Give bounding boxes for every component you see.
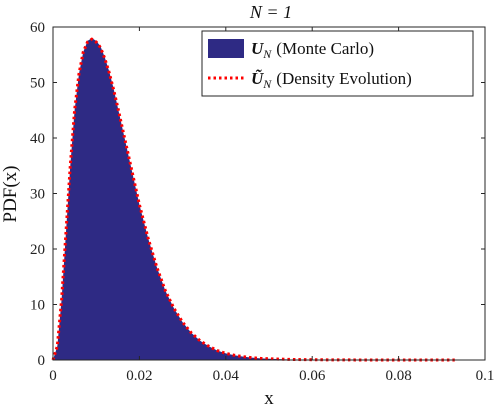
legend-subscript-monte-carlo: N xyxy=(262,47,272,61)
y-tick-label: 0 xyxy=(38,353,46,369)
legend-subscript-density-evolution: N xyxy=(262,77,272,91)
legend-symbol-density-evolution: Ũ xyxy=(251,69,264,88)
chart-title: N = 1 xyxy=(249,2,292,22)
legend: UN (Monte Carlo) ŨN (Density Evolution) xyxy=(201,30,474,97)
legend-entry-density-evolution: ŨN (Density Evolution) xyxy=(251,69,412,91)
y-tick-label: 20 xyxy=(30,242,45,258)
legend-box xyxy=(201,30,474,97)
y-tick-label: 50 xyxy=(30,76,45,92)
legend-label-density-evolution: (Density Evolution) xyxy=(276,69,412,88)
y-tick-label: 40 xyxy=(30,131,45,147)
x-tick-label: 0 xyxy=(49,368,57,384)
x-tick-label: 0.08 xyxy=(385,368,411,384)
x-axis-label: x xyxy=(264,388,274,409)
x-tick-label: 0.02 xyxy=(126,368,152,384)
y-tick-label: 30 xyxy=(30,187,45,203)
legend-symbol-monte-carlo: U xyxy=(251,39,264,58)
y-tick-label: 10 xyxy=(30,298,45,314)
ticks-layer: 0 0.02 0.04 0.06 0.08 0.1 0 10 20 30 40 50 60 xyxy=(30,20,494,384)
x-tick-label: 0.04 xyxy=(213,368,240,384)
series-monte-carlo-histogram xyxy=(53,38,455,360)
legend-label-monte-carlo: (Monte Carlo) xyxy=(276,39,374,58)
legend-entry-monte-carlo: UN (Monte Carlo) xyxy=(251,39,374,61)
y-tick-label: 60 xyxy=(30,20,45,36)
legend-swatch-monte-carlo xyxy=(208,39,244,58)
y-axis-label: PDF(x) xyxy=(0,165,21,222)
x-tick-label: 0.06 xyxy=(299,368,326,384)
x-tick-label: 0.1 xyxy=(476,368,495,384)
